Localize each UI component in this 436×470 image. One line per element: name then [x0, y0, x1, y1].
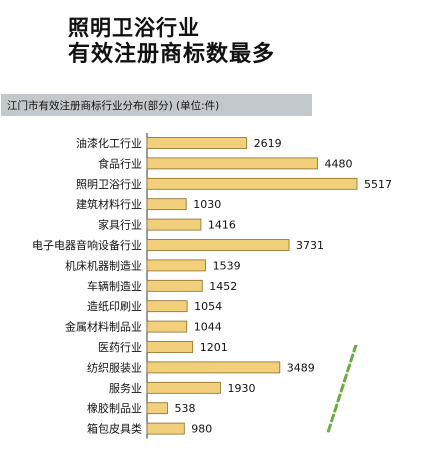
- subtitle-bar: 江门市有效注册商标行业分布(部分) (单位:件): [1, 94, 312, 116]
- deco-dash: [339, 383, 345, 393]
- value-label: 3731: [296, 239, 324, 252]
- bar: [146, 361, 281, 374]
- category-label: 橡胶制品业: [87, 401, 142, 415]
- value-label: 3489: [287, 361, 315, 374]
- bar: [146, 422, 185, 435]
- headline: 照明卫浴行业 有效注册商标数最多: [68, 14, 275, 68]
- bar: [146, 157, 318, 170]
- category-label: 车辆制造业: [87, 279, 142, 293]
- deco-dash: [336, 393, 342, 403]
- value-label: 1054: [194, 300, 222, 313]
- value-label: 5517: [364, 178, 392, 191]
- value-label: 1030: [193, 198, 221, 211]
- category-label: 家具行业: [98, 218, 142, 232]
- category-label: 纺织服装业: [87, 360, 142, 374]
- category-label: 服务业: [109, 382, 142, 395]
- deco-dash: [352, 345, 358, 353]
- category-label: 箱包皮具类: [87, 422, 142, 436]
- bar: [146, 137, 248, 149]
- value-label: 2619: [254, 137, 282, 150]
- bar: [146, 239, 290, 251]
- deco-dash: [346, 363, 352, 373]
- category-label: 电子电器音响设备行业: [32, 238, 142, 252]
- bar: [146, 218, 202, 231]
- category-label: 建筑材料行业: [76, 197, 142, 211]
- value-label: 1416: [208, 219, 236, 232]
- deco-dash: [342, 373, 348, 383]
- category-label: 造纸印刷业: [87, 299, 142, 313]
- chart-subtitle: 江门市有效注册商标行业分布(部分) (单位:件): [7, 100, 220, 112]
- category-label: 食品行业: [98, 156, 142, 170]
- deco-dash: [349, 353, 355, 363]
- value-label: 4480: [325, 157, 353, 170]
- decorative-green-stripes: [326, 345, 358, 433]
- value-label: 980: [191, 423, 212, 436]
- category-label: 油漆化工行业: [76, 136, 142, 150]
- headline-line1: 照明卫浴行业: [68, 15, 200, 40]
- category-label: 照明卫浴行业: [76, 178, 142, 191]
- value-label: 1930: [227, 382, 255, 395]
- bar: [146, 279, 203, 292]
- value-label: 1452: [209, 280, 237, 293]
- deco-dash: [330, 413, 336, 423]
- bar: [146, 177, 358, 190]
- bar: [146, 300, 188, 313]
- bar: [146, 320, 188, 333]
- bar: [146, 341, 194, 353]
- category-label: 机床机器制造业: [65, 258, 142, 272]
- bar: [146, 198, 187, 211]
- category-label: 医药行业: [98, 341, 142, 354]
- headline-line2: 有效注册商标数最多: [68, 41, 276, 67]
- bar: [146, 259, 206, 272]
- value-label: 538: [174, 402, 195, 415]
- deco-dash: [333, 403, 339, 413]
- category-label: 金属材料制品业: [65, 320, 142, 334]
- bar: [146, 381, 221, 394]
- value-label: 1539: [213, 259, 241, 272]
- bar: [146, 402, 168, 415]
- value-label: 1044: [194, 321, 222, 334]
- value-label: 1201: [200, 341, 228, 354]
- deco-dash: [326, 423, 332, 433]
